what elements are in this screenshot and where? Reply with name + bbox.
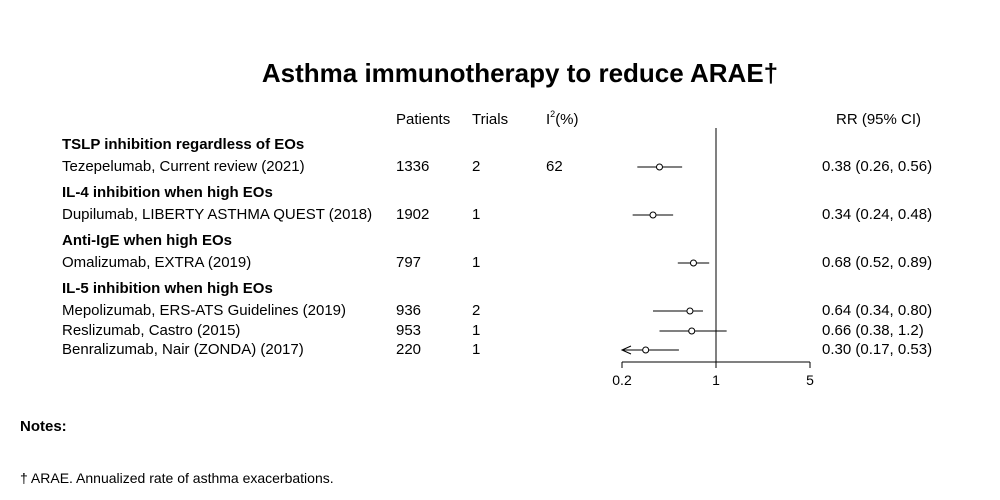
study-label: Tezepelumab, Current review (2021) xyxy=(62,158,305,175)
chart-title: Asthma immunotherapy to reduce ARAE† xyxy=(261,58,779,88)
point-estimate xyxy=(688,327,696,335)
trials-cell: 2 xyxy=(472,302,481,319)
rr-ci-text: 0.34 (0.24, 0.48) xyxy=(822,206,933,223)
rr-ci-text: 0.68 (0.52, 0.89) xyxy=(822,254,933,271)
rr-header: RR (95% CI) xyxy=(836,111,922,128)
ci-truncation-arrow xyxy=(620,345,632,355)
rr-ci-text: 0.64 (0.34, 0.80) xyxy=(822,302,933,319)
trials-cell: 1 xyxy=(472,254,481,271)
x-tick-label: 0.2 xyxy=(612,372,632,388)
trials-cell: 2 xyxy=(472,158,481,175)
group-heading: TSLP inhibition regardless of EOs xyxy=(62,136,305,153)
study-label: Mepolizumab, ERS-ATS Guidelines (2019) xyxy=(62,302,347,319)
point-estimate xyxy=(642,346,650,354)
patients-cell: 1902 xyxy=(396,206,430,223)
study-label: Dupilumab, LIBERTY ASTHMA QUEST (2018) xyxy=(62,206,373,223)
x-tick-label: 1 xyxy=(712,372,720,388)
rr-ci-text: 0.38 (0.26, 0.56) xyxy=(822,158,933,175)
rr-ci-text: 0.30 (0.17, 0.53) xyxy=(822,341,933,358)
study-label: Reslizumab, Castro (2015) xyxy=(62,322,241,339)
patients-cell: 797 xyxy=(396,254,422,271)
trials-cell: 1 xyxy=(472,206,481,223)
point-estimate xyxy=(655,163,663,171)
rr-ci-text: 0.66 (0.38, 1.2) xyxy=(822,322,924,339)
point-estimate xyxy=(649,211,657,219)
footnote: † ARAE. Annualized rate of asthma exacer… xyxy=(20,470,334,486)
patients-cell: 220 xyxy=(396,341,422,358)
x-tick-label: 5 xyxy=(806,372,814,388)
point-estimate xyxy=(686,307,694,315)
i2-header: I2(%) xyxy=(546,109,579,128)
trials-cell: 1 xyxy=(472,322,481,339)
i2-cell: 62 xyxy=(546,158,563,175)
study-label: Benralizumab, Nair (ZONDA) (2017) xyxy=(62,341,304,358)
patients-cell: 1336 xyxy=(396,158,430,175)
group-heading: IL-5 inhibition when high EOs xyxy=(62,280,273,297)
trials-cell: 1 xyxy=(472,341,481,358)
study-label: Omalizumab, EXTRA (2019) xyxy=(62,254,252,271)
group-heading: IL-4 inhibition when high EOs xyxy=(62,184,273,201)
point-estimate xyxy=(689,259,697,267)
notes-label: Notes: xyxy=(20,418,67,435)
group-heading: Anti-IgE when high EOs xyxy=(62,232,232,249)
trials-header: Trials xyxy=(472,111,509,128)
patients-cell: 936 xyxy=(396,302,422,319)
patients-cell: 953 xyxy=(396,322,422,339)
patients-header: Patients xyxy=(396,111,451,128)
